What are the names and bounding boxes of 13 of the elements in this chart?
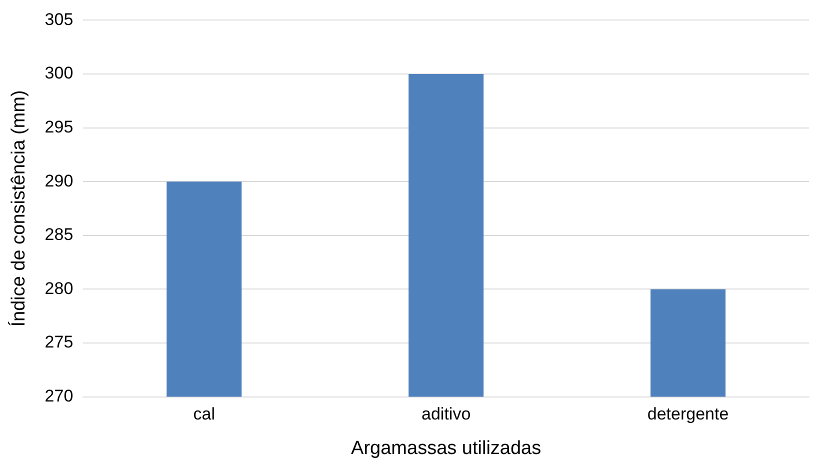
y-tick-label: 270 (44, 386, 74, 406)
x-tick-label: aditivo (422, 404, 471, 424)
y-tick-label: 305 (44, 10, 74, 29)
y-tick-label: 300 (44, 64, 74, 83)
y-tick-label: 285 (44, 225, 74, 244)
y-tick-label: 295 (44, 117, 74, 136)
x-axis-title: Argamassas utilizadas (351, 438, 542, 459)
y-axis-title: Índice de consistência (mm) (8, 90, 30, 327)
y-tick-label: 290 (44, 171, 74, 190)
y-tick-label: 280 (44, 278, 74, 298)
x-tick-label: detergente (647, 404, 729, 424)
y-tick-label: 275 (44, 332, 74, 352)
x-tick-label: cal (193, 404, 216, 424)
